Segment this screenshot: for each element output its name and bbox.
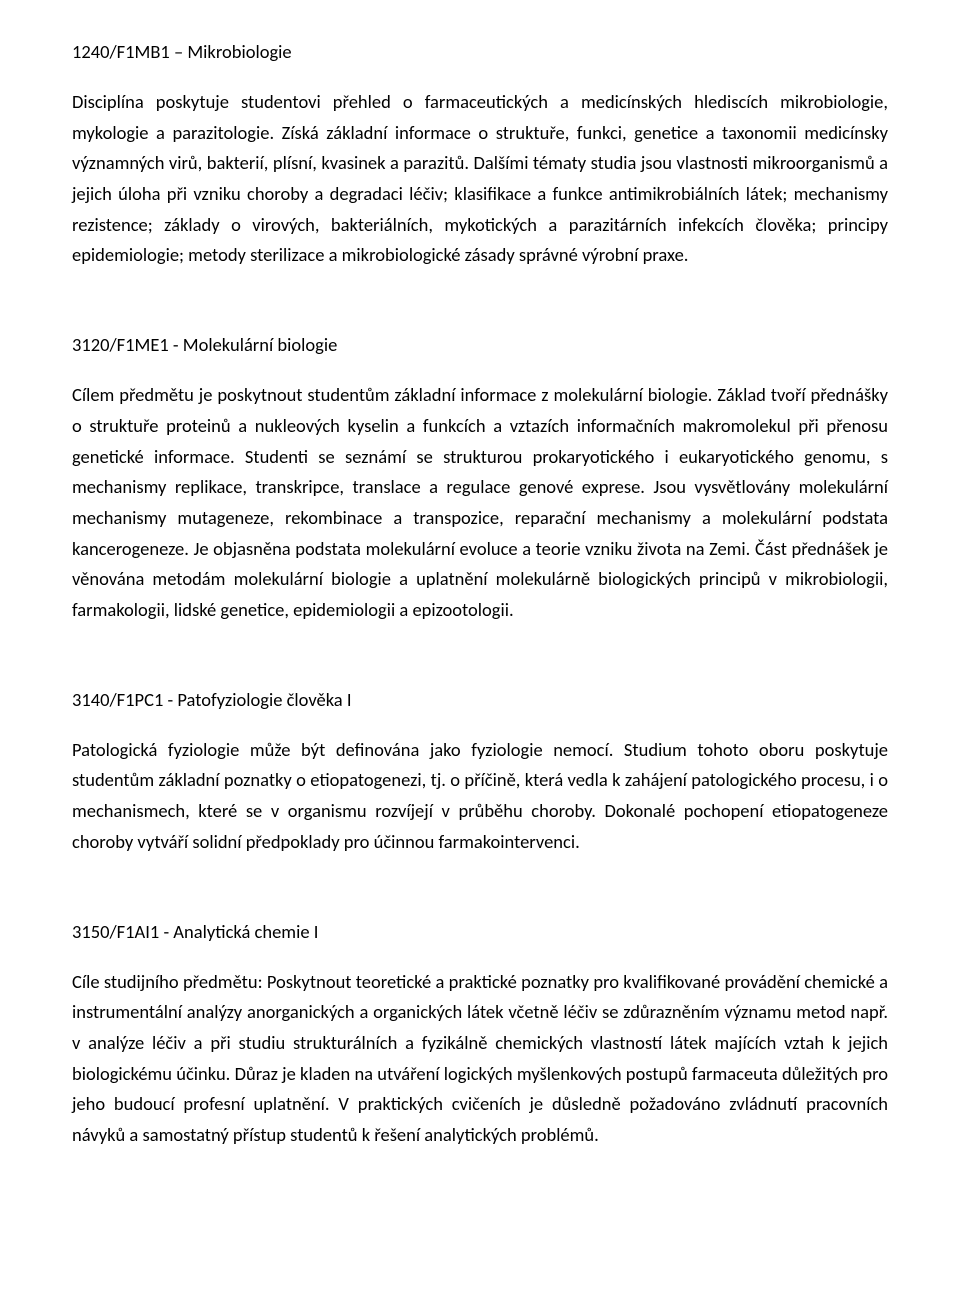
course-code-title: 3120/F1ME1 - Molekulární biologie (72, 333, 888, 358)
course-section-mikrobiologie: 1240/F1MB1 – Mikrobiologie Disciplína po… (72, 40, 888, 271)
course-section-patofyziologie: 3140/F1PC1 - Patofyziologie člověka I Pa… (72, 688, 888, 858)
course-section-analyticka-chemie: 3150/F1AI1 - Analytická chemie I Cíle st… (72, 920, 888, 1151)
course-code-title: 3140/F1PC1 - Patofyziologie člověka I (72, 688, 888, 713)
course-description: Patologická fyziologie může být definová… (72, 735, 888, 858)
course-description: Disciplína poskytuje studentovi přehled … (72, 87, 888, 271)
course-code-title: 1240/F1MB1 – Mikrobiologie (72, 40, 888, 65)
course-description: Cíle studijního předmětu: Poskytnout teo… (72, 967, 888, 1151)
course-code-title: 3150/F1AI1 - Analytická chemie I (72, 920, 888, 945)
course-description: Cílem předmětu je poskytnout studentům z… (72, 380, 888, 626)
course-section-molekularni-biologie: 3120/F1ME1 - Molekulární biologie Cílem … (72, 333, 888, 626)
